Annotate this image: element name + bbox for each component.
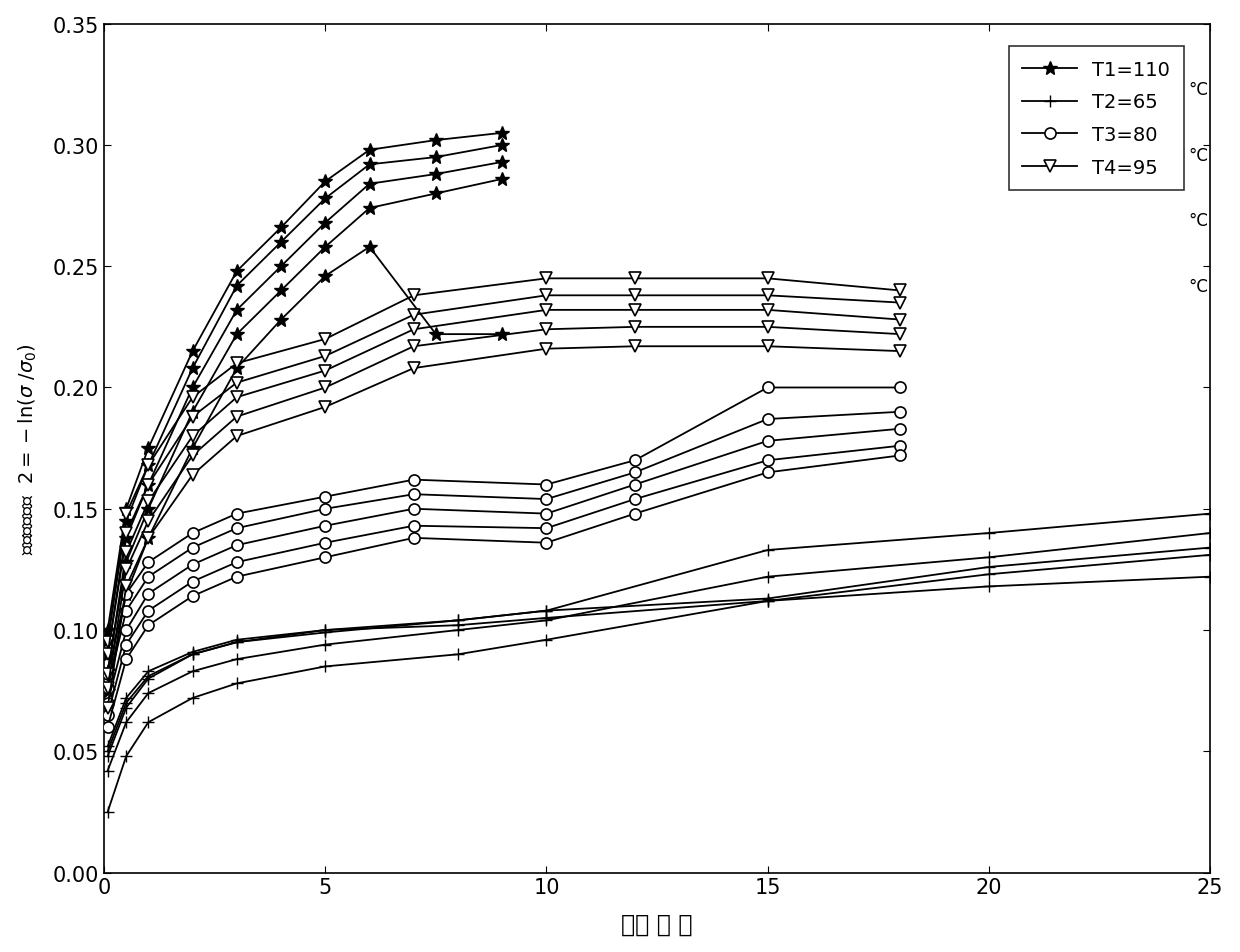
X-axis label: 检测 时 刻: 检测 时 刻 [621,911,693,936]
Legend: T1=110, T2=65 , T3=80 , T4=95 : T1=110, T2=65 , T3=80 , T4=95 [1008,47,1184,191]
Text: °C: °C [1188,277,1208,295]
Text: °C: °C [1188,81,1208,99]
Text: °C: °C [1188,212,1208,229]
Text: °C: °C [1188,147,1208,165]
Y-axis label: 压缩应力松弛  $2=-\ln(\sigma\ /\sigma_0)$: 压缩应力松弛 $2=-\ln(\sigma\ /\sigma_0)$ [16,343,38,554]
